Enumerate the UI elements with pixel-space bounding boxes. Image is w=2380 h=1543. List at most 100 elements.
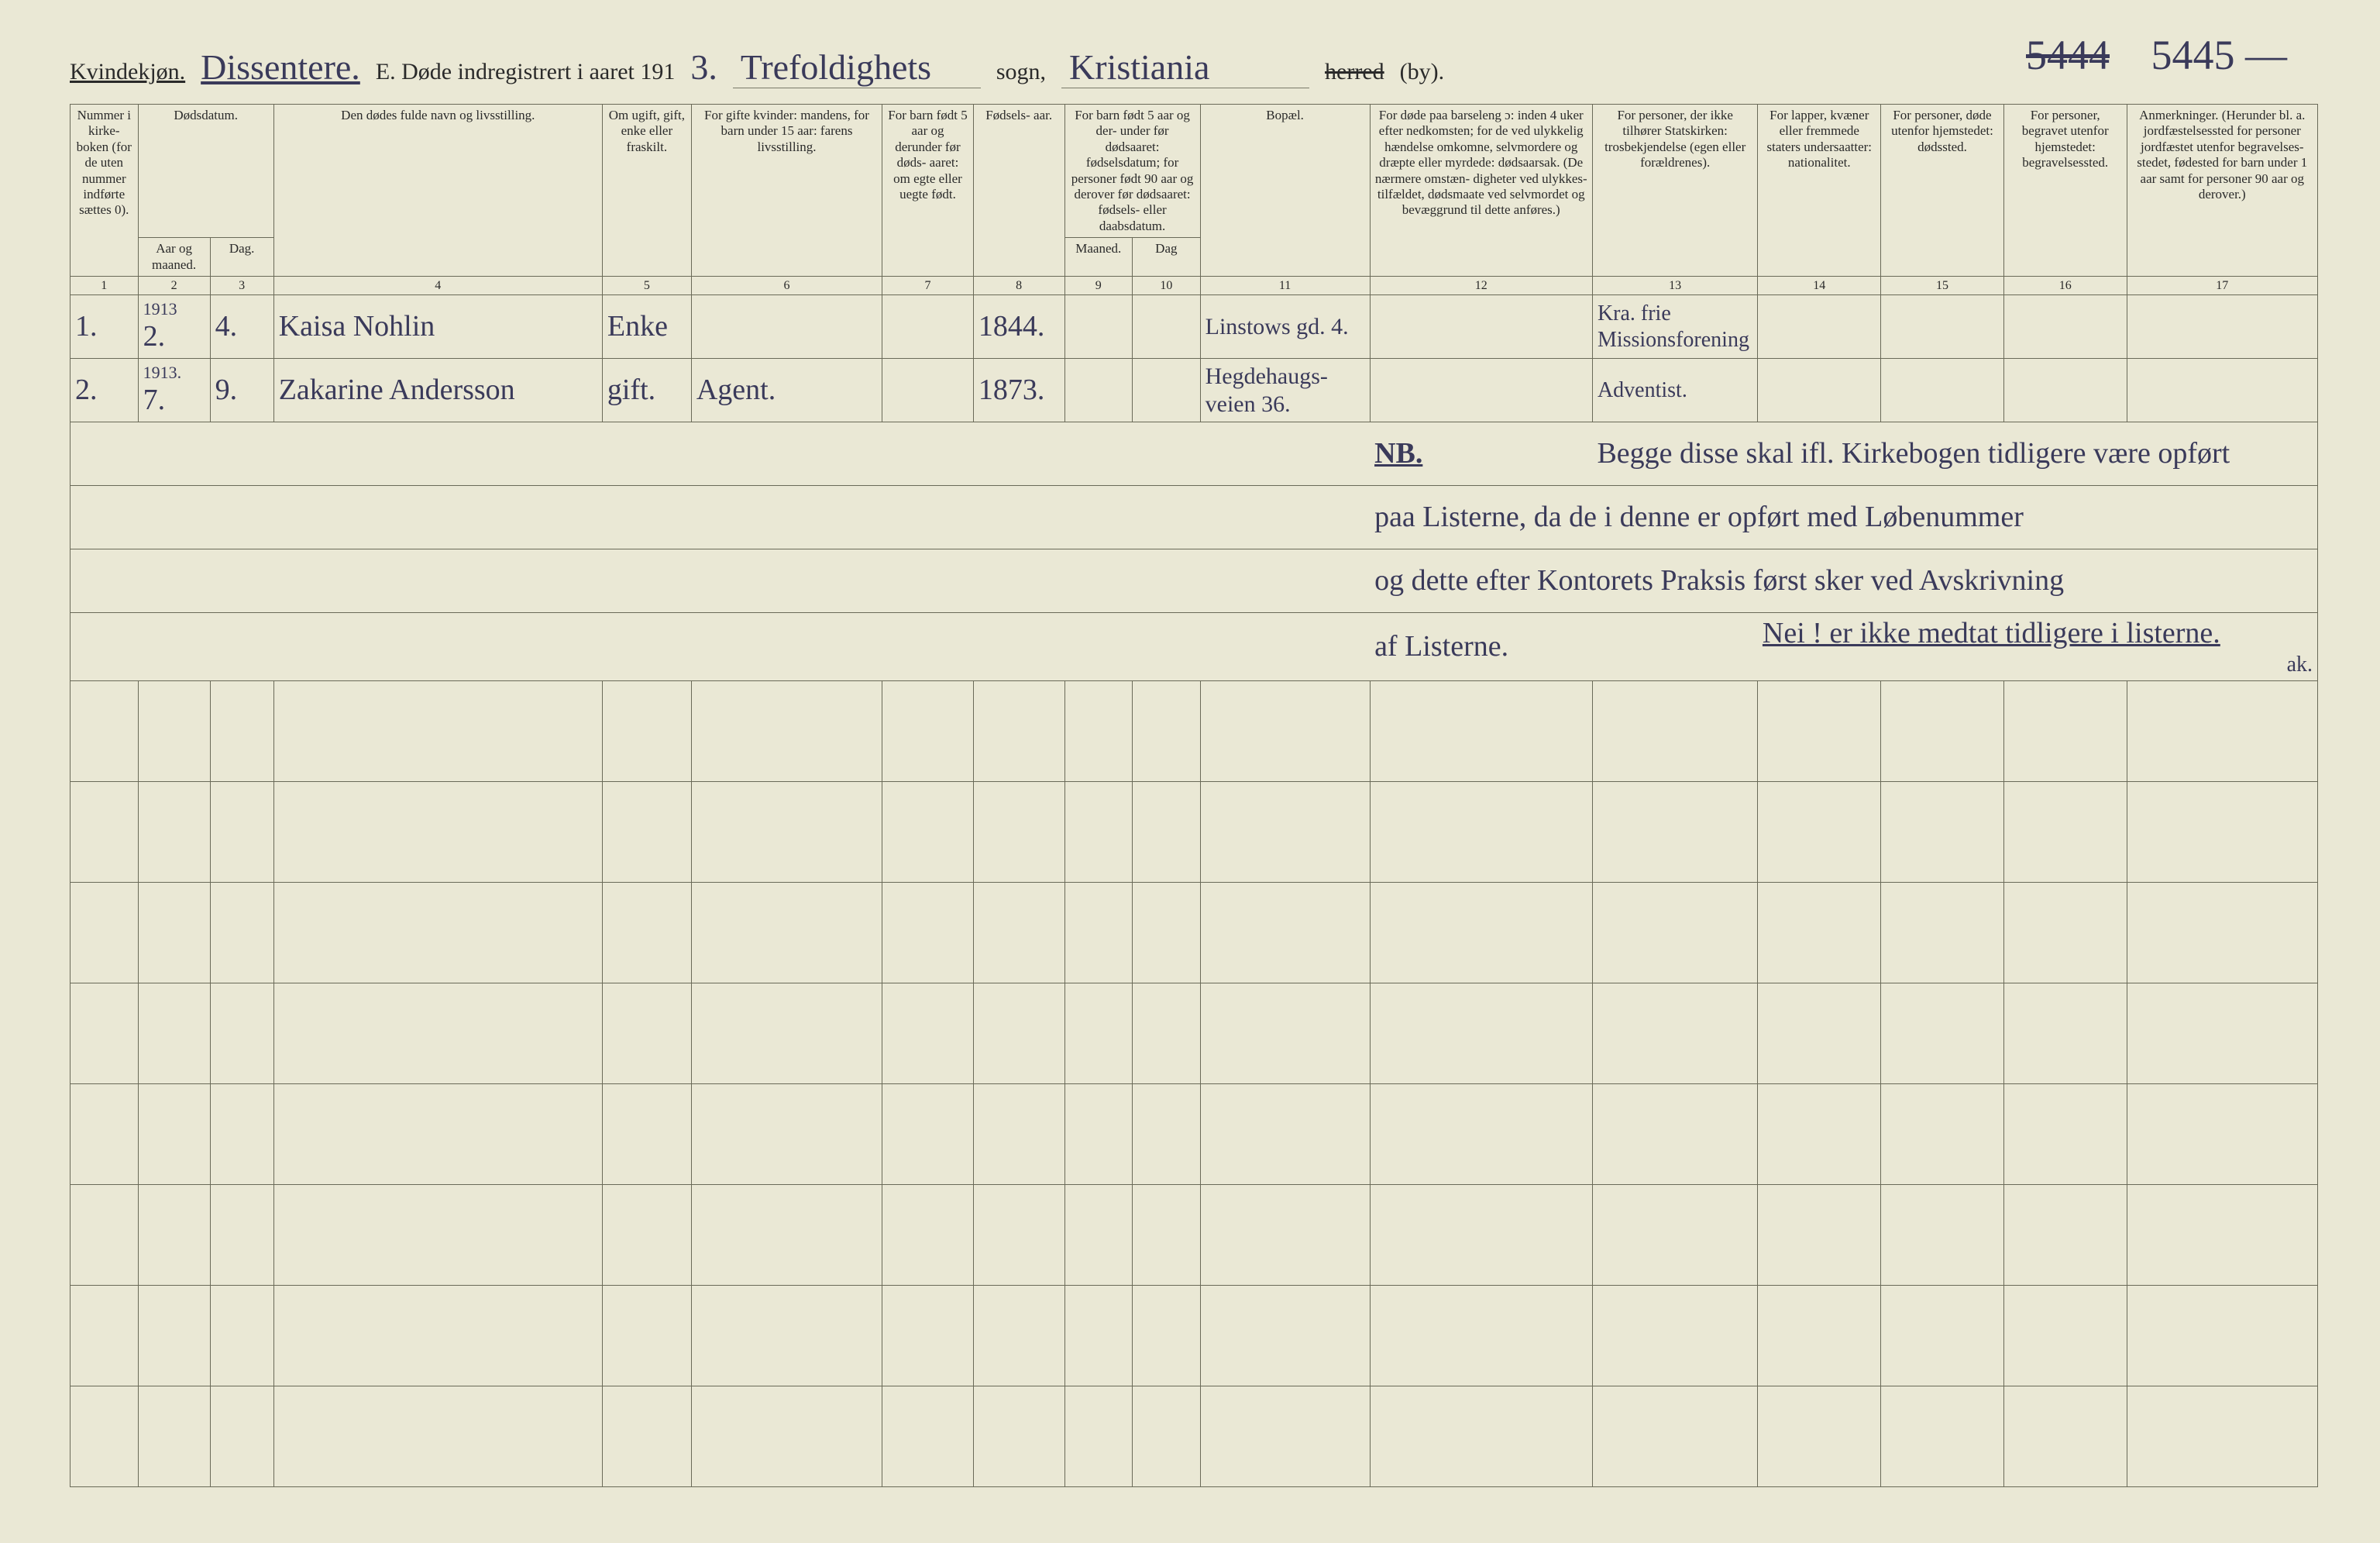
blank-cell bbox=[1758, 883, 1881, 983]
col-header-10: Dag bbox=[1133, 238, 1201, 277]
blank-cell bbox=[1200, 1185, 1370, 1286]
blank-cell bbox=[973, 1185, 1064, 1286]
note-line3: og dette efter Kontorets Praksis først s… bbox=[1374, 564, 2064, 597]
blank-cell bbox=[602, 782, 691, 883]
page-number-struck: 5444 bbox=[2026, 32, 2110, 78]
cell: Agent. bbox=[691, 359, 882, 422]
blank-cell bbox=[1881, 983, 2004, 1084]
blank-cell bbox=[1758, 1084, 1881, 1185]
cell bbox=[1133, 359, 1201, 422]
blank-cell bbox=[1758, 782, 1881, 883]
blank-cell bbox=[1064, 1084, 1133, 1185]
note-body: NB. Begge disse skal ifl. Kirkebogen tid… bbox=[71, 422, 2318, 681]
cell bbox=[1758, 295, 1881, 359]
blank-cell bbox=[1370, 782, 1592, 883]
blank-cell bbox=[1064, 1185, 1133, 1286]
blank-cell bbox=[602, 983, 691, 1084]
column-number: 1 bbox=[71, 276, 139, 294]
cell bbox=[882, 295, 974, 359]
blank-cell bbox=[691, 983, 882, 1084]
blank-cell bbox=[2127, 782, 2317, 883]
blank-cell bbox=[973, 983, 1064, 1084]
blank-cell bbox=[1200, 1286, 1370, 1386]
blank-cell bbox=[2127, 1084, 2317, 1185]
blank-cell bbox=[1592, 983, 1757, 1084]
blank-cell bbox=[2003, 1286, 2127, 1386]
blank-cell bbox=[2127, 1286, 2317, 1386]
blank-cell bbox=[691, 1084, 882, 1185]
blank-cell bbox=[691, 1386, 882, 1487]
blank-cell bbox=[1592, 883, 1757, 983]
blank-cell bbox=[691, 1286, 882, 1386]
col-header-12: For døde paa barseleng ɔ: inden 4 uker e… bbox=[1370, 105, 1592, 277]
blank-cell bbox=[1370, 1286, 1592, 1386]
blank-cell bbox=[2003, 883, 2127, 983]
herred-struck: herred bbox=[1325, 59, 1384, 85]
blank-cell bbox=[1064, 983, 1133, 1084]
blank-cell bbox=[1592, 1185, 1757, 1286]
col-header-1: Nummer i kirke- boken (for de uten numme… bbox=[71, 105, 139, 277]
cell: 9. bbox=[210, 359, 273, 422]
blank-cell bbox=[2003, 1185, 2127, 1286]
blank-cell bbox=[1592, 1386, 1757, 1487]
note-nb: NB. bbox=[1374, 437, 1422, 470]
blank-cell bbox=[973, 1386, 1064, 1487]
cell: 2. bbox=[71, 359, 139, 422]
blank-cell bbox=[1064, 681, 1133, 782]
blank-rows bbox=[71, 681, 2318, 1487]
column-number: 12 bbox=[1370, 276, 1592, 294]
kvindekjon-label: Kvindekjøn. bbox=[70, 59, 185, 85]
col-header-8: Fødsels- aar. bbox=[973, 105, 1064, 277]
title-prefix: E. Døde indregistrert i aaret 191 bbox=[376, 59, 676, 85]
blank-cell bbox=[138, 983, 210, 1084]
blank-cell bbox=[1758, 1286, 1881, 1386]
blank-cell bbox=[1881, 782, 2004, 883]
blank-cell bbox=[1200, 1386, 1370, 1487]
blank-cell bbox=[691, 782, 882, 883]
cell bbox=[2003, 295, 2127, 359]
blank-cell bbox=[1200, 782, 1370, 883]
blank-cell bbox=[1881, 1084, 2004, 1185]
blank-cell bbox=[691, 883, 882, 983]
blank-cell bbox=[1592, 681, 1757, 782]
blank-cell bbox=[138, 1286, 210, 1386]
blank-cell bbox=[882, 1185, 974, 1286]
cell: 1873. bbox=[973, 359, 1064, 422]
cell: gift. bbox=[602, 359, 691, 422]
cell: Adventist. bbox=[1592, 359, 1757, 422]
blank-row bbox=[71, 983, 2318, 1084]
cell bbox=[2003, 359, 2127, 422]
cell bbox=[1064, 359, 1133, 422]
blank-row bbox=[71, 681, 2318, 782]
cell: Enke bbox=[602, 295, 691, 359]
cell bbox=[1881, 295, 2004, 359]
blank-cell bbox=[71, 1286, 139, 1386]
col-header-6: For gifte kvinder: mandens, for barn und… bbox=[691, 105, 882, 277]
blank-cell bbox=[2127, 983, 2317, 1084]
column-number: 15 bbox=[1881, 276, 2004, 294]
cell bbox=[1881, 359, 2004, 422]
col-header-13: For personer, der ikke tilhører Statskir… bbox=[1592, 105, 1757, 277]
blank-cell bbox=[2127, 883, 2317, 983]
note-line1: Begge disse skal ifl. Kirkebogen tidlige… bbox=[1597, 437, 2230, 470]
year-suffix: 3. bbox=[690, 46, 717, 88]
col-header-14: For lapper, kvæner eller fremmede stater… bbox=[1758, 105, 1881, 277]
cell: Zakarine Andersson bbox=[273, 359, 602, 422]
column-number: 16 bbox=[2003, 276, 2127, 294]
blank-cell bbox=[273, 1286, 602, 1386]
blank-cell bbox=[2003, 1386, 2127, 1487]
blank-cell bbox=[2003, 782, 2127, 883]
cell bbox=[2127, 295, 2317, 359]
column-number: 6 bbox=[691, 276, 882, 294]
blank-cell bbox=[273, 1185, 602, 1286]
blank-cell bbox=[1592, 1286, 1757, 1386]
blank-cell bbox=[71, 883, 139, 983]
blank-cell bbox=[1200, 883, 1370, 983]
blank-cell bbox=[71, 983, 139, 1084]
blank-cell bbox=[973, 681, 1064, 782]
col-header-16: For personer, begravet utenfor hjemstede… bbox=[2003, 105, 2127, 277]
blank-cell bbox=[1370, 1084, 1592, 1185]
blank-cell bbox=[138, 1185, 210, 1286]
blank-cell bbox=[691, 1185, 882, 1286]
blank-cell bbox=[1881, 681, 2004, 782]
